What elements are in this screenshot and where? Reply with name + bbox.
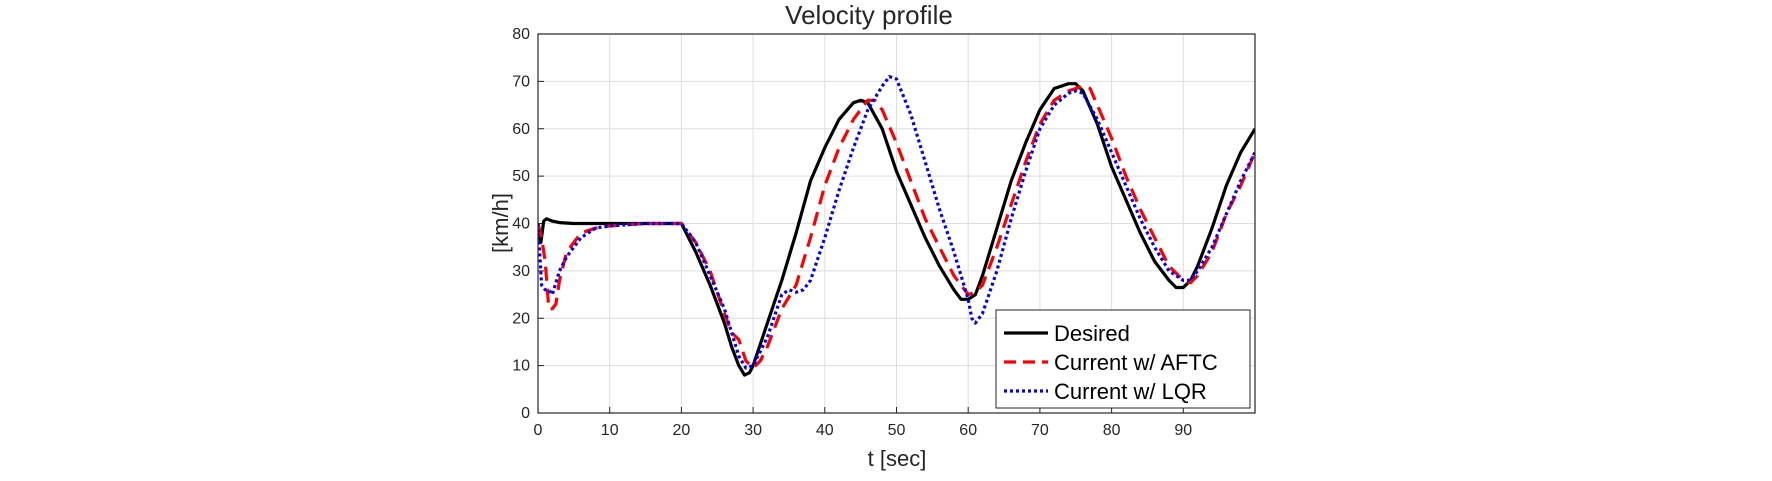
y-tick-label: 20 [512,310,530,327]
x-tick-label: 30 [744,422,762,439]
plot-frame [537,33,1256,414]
x-tick-label: 0 [534,422,543,439]
x-tick-label: 50 [888,422,906,439]
x-tick-label: 90 [1174,422,1192,439]
x-tick-label: 20 [673,422,691,439]
y-axis-label: [km/h] [488,193,513,253]
x-axis-label: t [sec] [868,446,927,471]
legend-label: Current w/ AFTC [1054,350,1218,375]
legend: Desired Current w/ AFTC Current w/ LQR [995,309,1251,409]
legend-box [995,309,1251,409]
legend-label: Desired [1054,321,1130,346]
y-tick-label: 40 [512,216,530,233]
y-tick-label: 70 [512,73,530,90]
y-tick-label: 0 [521,405,530,422]
x-tick-label: 60 [959,422,977,439]
x-tick-label: 80 [1103,422,1121,439]
chart-title: Velocity profile [785,0,953,30]
x-tick-label: 10 [601,422,619,439]
y-axis-ticks: 0 10 20 30 40 50 60 70 80 [512,26,544,422]
series-lines [538,75,1255,377]
series-line-current-w-lqr [538,75,1255,370]
x-axis-ticks: 0 10 20 30 40 50 60 70 80 90 [534,407,1192,439]
x-tick-label: 70 [1031,422,1049,439]
y-tick-label: 30 [512,263,530,280]
x-tick-label: 40 [816,422,834,439]
y-tick-label: 50 [512,168,530,185]
y-tick-label: 80 [512,26,530,43]
legend-label: Current w/ LQR [1054,379,1207,404]
series-line-desired [538,82,1255,377]
y-tick-label: 10 [512,358,530,375]
y-tick-label: 60 [512,121,530,138]
